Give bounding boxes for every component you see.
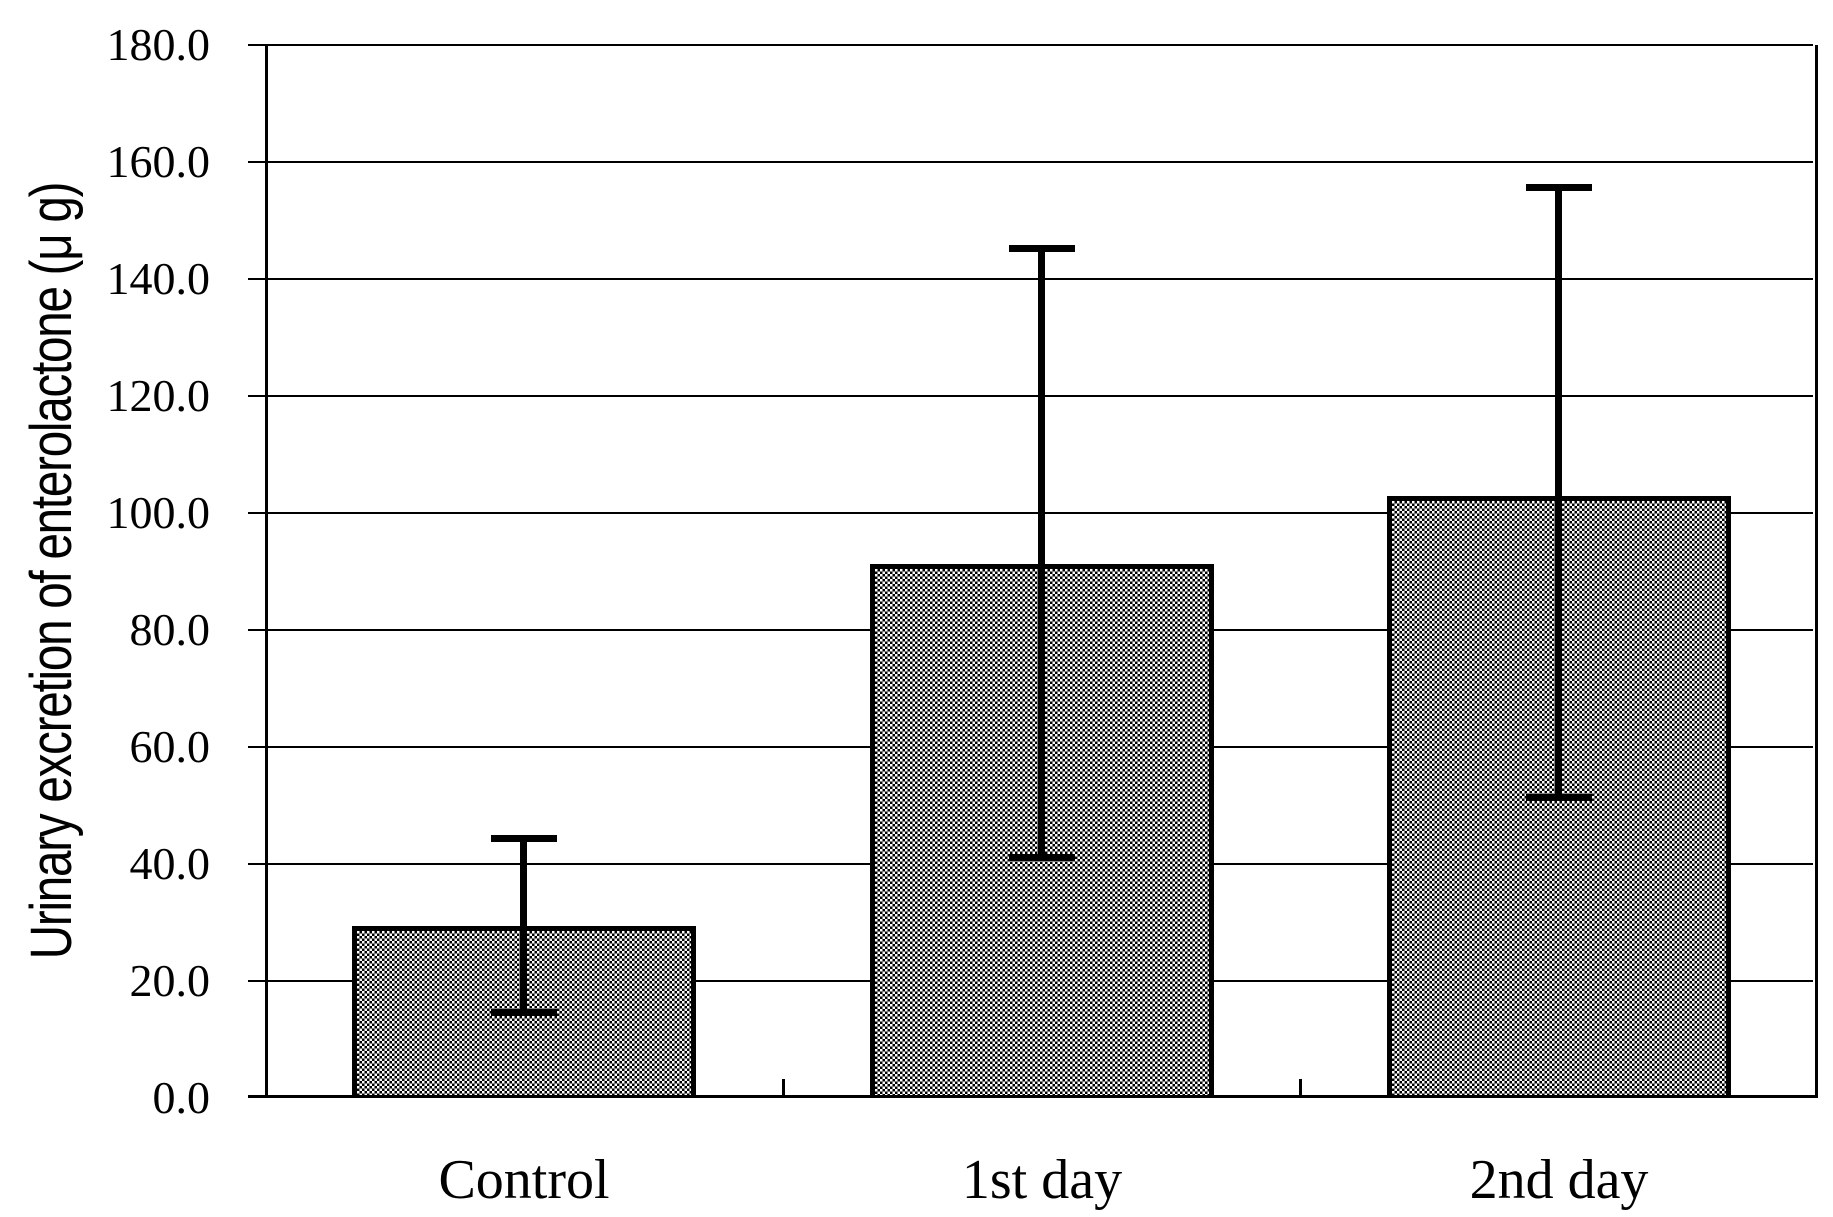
error-bar-bottom-cap-control: [491, 1009, 557, 1016]
y-tick-label: 40.0: [129, 838, 211, 889]
y-tick-label: 100.0: [106, 487, 211, 538]
error-bar-control: [520, 837, 527, 1013]
plot-right-border: [1815, 45, 1818, 1098]
x-axis-boundary-tick: [1299, 1079, 1302, 1098]
y-tick-label: 80.0: [129, 604, 211, 655]
error-bar-bottom-cap-2nd-day: [1526, 794, 1592, 801]
y-tick-label: 140.0: [106, 253, 211, 304]
gridline: [248, 395, 1813, 397]
x-axis: [248, 1095, 1818, 1098]
error-bar-top-cap-2nd-day: [1526, 184, 1592, 191]
gridline: [248, 512, 1813, 514]
error-bar-bottom-cap-1st-day: [1009, 854, 1075, 861]
x-category-label-control: Control: [438, 1149, 610, 1211]
error-bar-top-cap-control: [491, 835, 557, 842]
gridline: [248, 44, 1813, 46]
y-tick-label: 0.0: [152, 1072, 211, 1123]
x-axis-boundary-tick: [782, 1079, 785, 1098]
y-tick-label: 180.0: [106, 19, 211, 70]
x-category-label-1st-day: 1st day: [961, 1149, 1123, 1211]
plot-area: [248, 44, 1818, 1098]
y-tick-label: 120.0: [106, 370, 211, 421]
y-axis: [265, 45, 268, 1098]
error-bar-2nd-day: [1555, 186, 1562, 798]
y-tick-label: 160.0: [106, 136, 211, 187]
error-bar-1st-day: [1038, 247, 1045, 858]
gridline: [248, 278, 1813, 280]
x-category-label-2nd-day: 2nd day: [1469, 1149, 1649, 1211]
gridline: [248, 161, 1813, 163]
y-tick-label: 60.0: [129, 721, 211, 772]
y-tick-label: 20.0: [129, 955, 211, 1006]
error-bar-top-cap-1st-day: [1009, 245, 1075, 252]
